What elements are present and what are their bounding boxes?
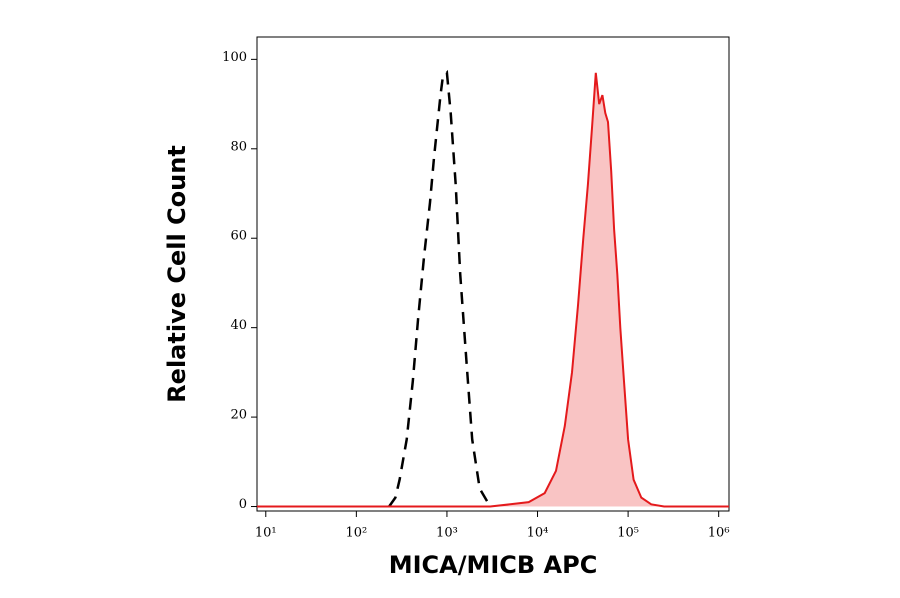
line: [257, 72, 729, 508]
y-tick-label: 20: [230, 408, 247, 423]
x-tick-label: 10²: [345, 526, 367, 541]
x-tick-label: 10⁴: [527, 526, 549, 541]
line: [388, 69, 492, 508]
y-axis-title: Relative Cell Count: [163, 145, 191, 403]
x-tick-label: 10¹: [255, 526, 277, 541]
x-axis-title: MICA/MICB APC: [389, 551, 598, 579]
y-tick-label: 100: [222, 50, 247, 65]
y-tick-label: 60: [230, 229, 247, 244]
x-tick-label: 10³: [436, 526, 458, 541]
x-tick-label: 10⁵: [617, 526, 639, 541]
x-tick-label: 10⁶: [708, 526, 730, 541]
area: [257, 72, 729, 507]
plot-frame: [256, 36, 730, 512]
y-tick-label: 40: [230, 318, 247, 333]
y-tick-label: 0: [239, 497, 247, 512]
y-tick-label: 80: [230, 139, 247, 154]
